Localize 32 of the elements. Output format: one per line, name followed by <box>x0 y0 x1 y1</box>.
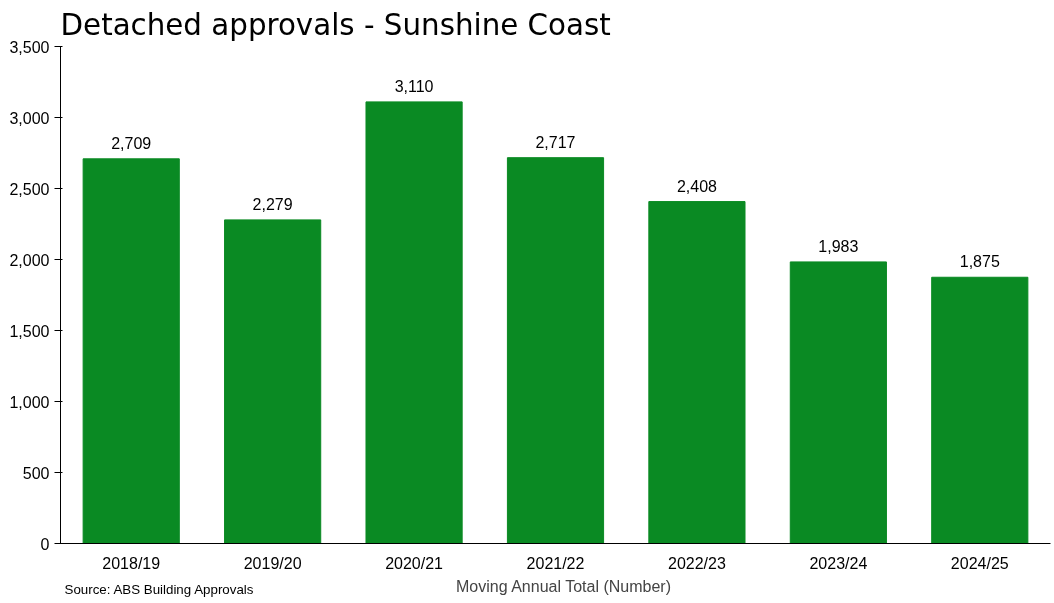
y-tick-label: 0 <box>40 535 50 553</box>
x-tick-label: 2020/21 <box>385 554 444 572</box>
y-tick-label: 1,500 <box>9 322 50 340</box>
bar <box>82 158 180 544</box>
bar <box>789 261 887 544</box>
bar <box>648 201 746 544</box>
text: Moving Annual Total (Number) <box>456 578 671 596</box>
bar <box>931 276 1029 544</box>
source-note: Source: ABS Building Approvals <box>64 581 254 597</box>
y-tick-label: 3,000 <box>9 109 50 127</box>
y-tick-label: 2,500 <box>9 180 50 198</box>
y-tick-label: 1,000 <box>9 393 50 411</box>
chart-title: Detached approvals - Sunshine Coast <box>60 7 611 42</box>
x-tick-label: 2021/22 <box>526 554 585 572</box>
y-tick-label: 500 <box>22 464 50 482</box>
y-tick-label: 3,500 <box>9 38 50 56</box>
data-label: 2,279 <box>252 195 293 213</box>
x-tick-label: 2024/25 <box>950 554 1009 572</box>
data-label: 2,709 <box>111 134 152 152</box>
bar <box>506 157 605 544</box>
x-tick-label: 2019/20 <box>243 554 302 572</box>
x-tick-label: 2023/24 <box>809 554 868 572</box>
data-label: 2,717 <box>535 133 576 151</box>
data-label: 1,875 <box>959 253 1000 271</box>
data-label: 3,110 <box>394 77 434 95</box>
bar <box>224 219 322 544</box>
x-tick-label: 2022/23 <box>668 554 726 572</box>
data-label: 1,983 <box>818 237 859 255</box>
y-tick-label: 2,000 <box>9 251 50 269</box>
data-label: 2,408 <box>676 177 718 195</box>
x-tick-label: 2018/19 <box>102 554 161 572</box>
bar <box>365 101 463 544</box>
